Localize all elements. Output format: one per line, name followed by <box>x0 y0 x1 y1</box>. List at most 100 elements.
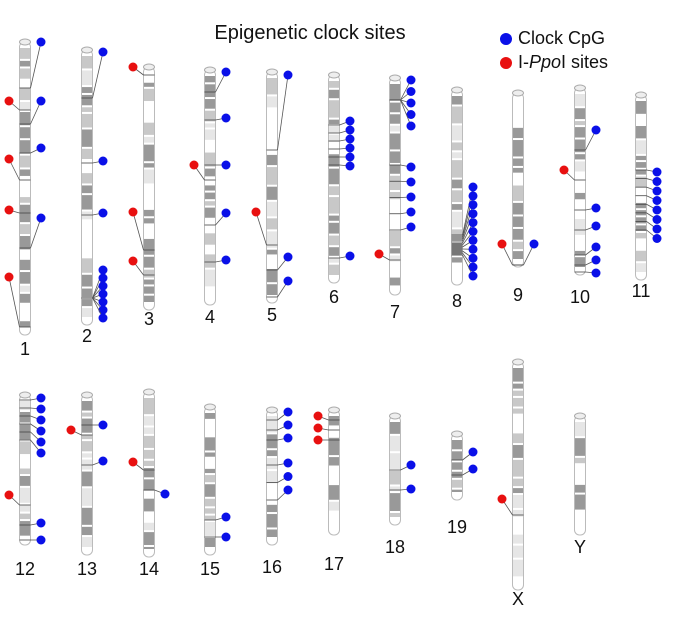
ppoi-site-dot <box>4 96 14 106</box>
cytoband <box>205 475 215 483</box>
cytoband <box>575 121 585 126</box>
cytoband <box>452 479 462 488</box>
cytoband <box>20 321 30 327</box>
cytoband <box>452 142 462 151</box>
cytoband <box>575 494 585 510</box>
cytoband <box>513 433 523 444</box>
cytoband <box>513 509 523 517</box>
cytoband <box>390 248 400 254</box>
cytoband <box>390 512 400 517</box>
cytoband <box>329 89 339 99</box>
chromosome-Y: Y <box>574 412 586 557</box>
cytoband <box>205 452 215 457</box>
cytoband <box>205 522 215 536</box>
cytoband <box>267 167 277 185</box>
clock-cpg-dot <box>406 192 416 202</box>
cytoband <box>20 112 30 126</box>
clock-cpg-dot <box>98 208 108 218</box>
cytoband <box>82 258 92 273</box>
clock-cpg-dot <box>406 98 416 108</box>
chromosome-15: 15 <box>200 403 231 579</box>
ppoi-site-dot <box>251 207 261 217</box>
cytoband <box>20 521 30 536</box>
clock-cpg-dot <box>36 437 46 447</box>
clock-cpg-dot <box>98 156 108 166</box>
cytoband <box>513 383 523 389</box>
clock-cpg-dot <box>345 143 355 153</box>
cytoband <box>20 504 30 512</box>
cytoband <box>144 460 154 467</box>
cytoband <box>82 56 92 69</box>
chromosome-6: 6 <box>328 71 355 307</box>
chromosome-label: 3 <box>144 309 154 329</box>
cytoband <box>82 195 92 210</box>
cytoband <box>390 175 400 191</box>
cytoband <box>513 408 523 414</box>
cytoband <box>267 514 277 528</box>
clock-cpg-dot <box>345 116 355 126</box>
cytoband <box>144 169 154 184</box>
site-connector <box>30 217 42 249</box>
cytoband <box>575 154 585 160</box>
cytoband <box>329 126 339 133</box>
cytoband <box>82 113 92 128</box>
ppoi-site-dot <box>4 205 14 215</box>
clock-cpg-dot <box>283 276 293 286</box>
cytoband <box>82 129 92 147</box>
telomere-cap <box>574 84 586 92</box>
cytoband <box>329 197 339 214</box>
clock-cpg-dot <box>36 143 46 153</box>
cytoband <box>205 110 215 122</box>
site-connector <box>400 99 412 127</box>
cytoband <box>513 368 523 382</box>
ppoi-site-dot <box>497 494 507 504</box>
cytoband <box>267 201 277 217</box>
cytoband <box>82 94 92 106</box>
cytoband <box>636 202 646 209</box>
cytoband <box>144 218 154 224</box>
cytoband <box>20 127 30 139</box>
cytoband <box>329 485 339 500</box>
clock-cpg-dot <box>221 208 231 218</box>
cytoband <box>452 211 462 228</box>
clock-cpg-dot <box>652 215 662 224</box>
cytoband <box>205 99 215 109</box>
cytoband <box>390 422 400 434</box>
ppoi-site-dot <box>66 425 76 435</box>
clock-cpg-dot <box>468 464 478 474</box>
cytoband <box>82 274 92 287</box>
cytoband <box>20 476 30 486</box>
cytoband <box>20 513 30 520</box>
cytoband <box>20 169 30 176</box>
cytoband <box>390 102 400 113</box>
chromosome-1: 1 <box>4 37 46 359</box>
clock-cpg-dot <box>468 253 478 263</box>
chromosome-3: 3 <box>128 62 155 329</box>
cytoband <box>575 192 585 200</box>
cytoband <box>205 437 215 451</box>
cytoband <box>513 140 523 157</box>
cytoband <box>82 107 92 112</box>
chromosome-10: 10 <box>559 84 601 307</box>
cytoband <box>513 127 523 139</box>
cytoband <box>144 295 154 302</box>
clock-cpg-dot <box>406 121 416 131</box>
clock-cpg-dot <box>406 162 416 172</box>
chromosome-label: 12 <box>15 559 35 579</box>
clock-cpg-dot <box>221 532 231 542</box>
clock-cpg-dot <box>345 161 355 171</box>
site-connector <box>132 211 144 251</box>
cytoband <box>390 255 400 262</box>
clock-cpg-dot <box>345 152 355 162</box>
legend-clock: Clock CpG <box>500 28 605 49</box>
cytoband <box>82 288 92 298</box>
cytoband <box>390 453 400 469</box>
ppoi-site-dot <box>4 272 14 282</box>
cytoband <box>82 70 92 86</box>
clock-cpg-dot <box>98 456 108 466</box>
cytoband <box>20 224 30 235</box>
cytoband <box>20 441 30 455</box>
clock-cpg-dot <box>221 512 231 522</box>
cytoband <box>329 100 339 118</box>
cytoband <box>267 231 277 248</box>
